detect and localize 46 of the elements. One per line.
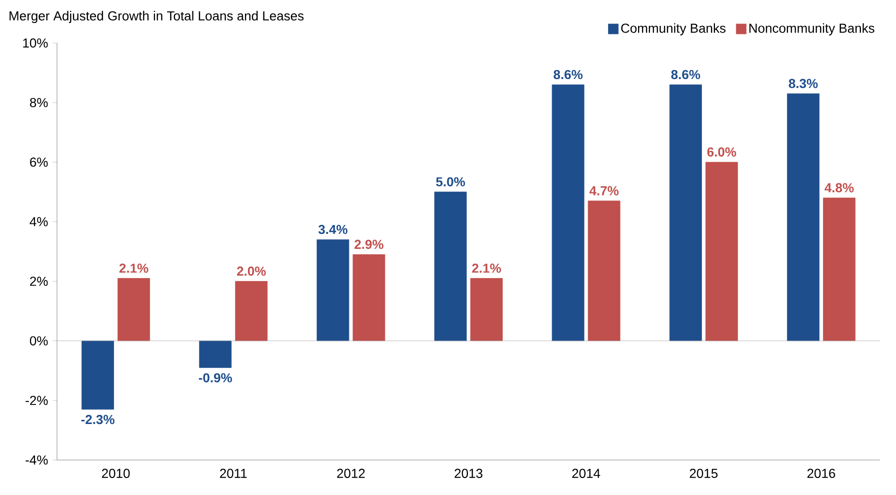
legend-label: Community Banks <box>621 23 726 36</box>
data-label: 8.3% <box>788 78 818 88</box>
y-tick-label: 4% <box>30 217 48 226</box>
bar <box>669 84 702 342</box>
bar <box>823 198 856 342</box>
data-label: 6.0% <box>707 147 736 157</box>
data-label: 8.6% <box>671 70 700 80</box>
bar <box>552 84 584 342</box>
bar <box>235 281 268 342</box>
data-label: 4.7% <box>589 186 619 196</box>
data-label: 2.1% <box>119 264 148 273</box>
y-tick-label: 10% <box>23 38 48 48</box>
x-tick-label: 2012 <box>337 468 365 478</box>
bar <box>199 340 232 368</box>
data-label: 3.4% <box>318 224 348 234</box>
bar <box>705 162 738 342</box>
x-tick-label: 2016 <box>807 468 836 478</box>
y-tick-label: 6% <box>30 158 48 167</box>
x-tick-label: 2014 <box>572 468 600 478</box>
bar <box>470 278 503 342</box>
x-tick-label: 2013 <box>454 468 482 478</box>
y-tick-label: -2% <box>26 396 48 406</box>
data-label: 8.6% <box>554 70 583 80</box>
bar <box>82 340 114 410</box>
bar <box>434 192 467 342</box>
chart-title: Merger Adjusted Growth in Total Loans and Leases <box>10 10 304 24</box>
data-label: 5.0% <box>436 177 465 186</box>
data-label: 4.8% <box>824 183 854 192</box>
data-label: 2.1% <box>472 264 501 273</box>
bar <box>588 200 620 342</box>
y-tick-label: -4% <box>26 455 48 465</box>
x-tick-label: 2011 <box>220 468 247 478</box>
data-label: 2.0% <box>236 266 266 276</box>
y-tick-label: 8% <box>30 98 48 108</box>
data-label: -2.3% <box>81 414 114 424</box>
bar <box>352 254 386 342</box>
bar <box>316 239 350 342</box>
x-tick-label: 2010 <box>102 468 130 478</box>
bar <box>787 93 820 342</box>
y-tick-label: 2% <box>30 276 48 286</box>
x-tick-label: 2015 <box>690 468 718 478</box>
legend-label: Noncommunity Banks <box>749 23 874 36</box>
bar <box>118 278 150 342</box>
y-tick-label: 0% <box>30 336 48 346</box>
data-label: 2.9% <box>354 240 384 249</box>
data-label: -0.9% <box>198 373 232 382</box>
